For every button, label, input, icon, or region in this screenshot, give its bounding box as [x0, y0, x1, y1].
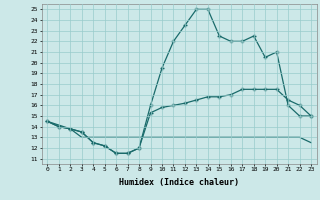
X-axis label: Humidex (Indice chaleur): Humidex (Indice chaleur): [119, 178, 239, 187]
